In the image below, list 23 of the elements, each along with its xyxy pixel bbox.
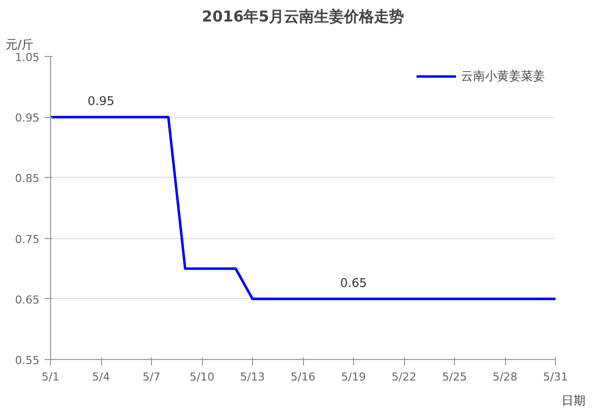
x-tick-label: 5/19 (341, 370, 366, 384)
x-tick-label: 5/4 (92, 370, 110, 384)
data-label: 0.65 (340, 276, 367, 290)
y-tick-label: 0.95 (15, 112, 40, 125)
x-tick-label: 5/13 (240, 370, 265, 384)
x-tick-label: 5/7 (142, 370, 160, 384)
y-tick-label: 0.85 (15, 172, 40, 186)
y-axis-title: 元/斤 (6, 38, 34, 52)
x-tick-label: 5/25 (442, 370, 467, 384)
x-tick-label: 5/16 (290, 370, 316, 384)
data-label: 0.95 (88, 94, 114, 108)
y-tick-label: 0.55 (15, 354, 40, 367)
y-tick-label: 1.05 (15, 51, 40, 64)
x-tick-label: 5/28 (492, 370, 518, 384)
legend-label: 云南小黄姜菜姜 (461, 68, 545, 84)
x-tick-label: 5/31 (543, 370, 568, 384)
y-tick-label: 0.65 (15, 293, 40, 306)
x-tick-label: 5/1 (42, 370, 60, 384)
x-tick-label: 5/22 (392, 370, 416, 384)
y-tick-label: 0.75 (15, 232, 40, 246)
chart-title: 2016年5月云南生姜价格走势 (202, 8, 404, 26)
x-axis-title: 日期 (562, 394, 586, 408)
x-tick-label: 5/10 (190, 370, 214, 384)
